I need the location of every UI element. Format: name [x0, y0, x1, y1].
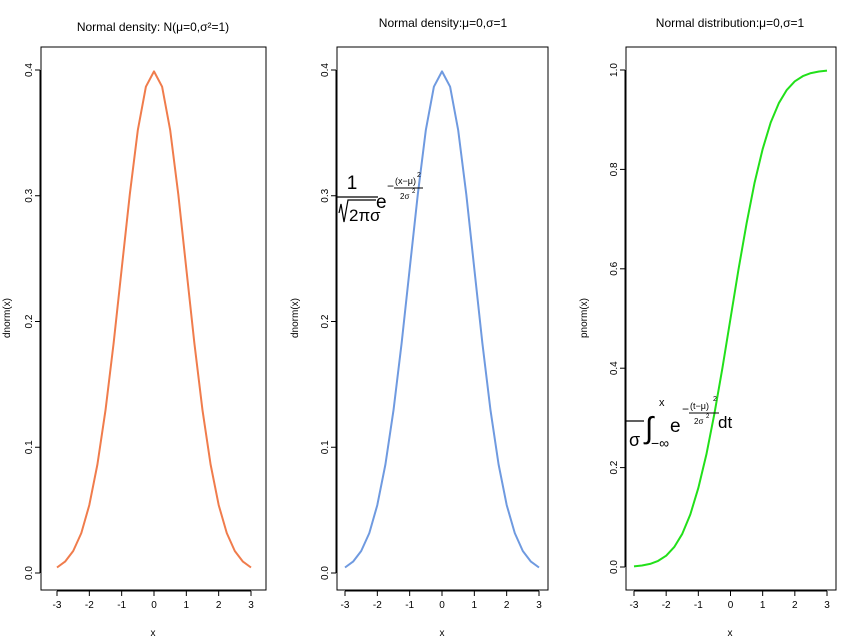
x-tick-label: 1	[472, 600, 478, 611]
density-formula-radical-sign	[338, 199, 376, 223]
y-tick-label: 0.8	[609, 162, 620, 176]
density-formula-numerator: 1	[347, 173, 358, 194]
y-tick-label: 0.0	[609, 560, 620, 574]
y-tick-label: 0.0	[320, 566, 331, 580]
density-formula-exp-sign: −	[387, 179, 394, 193]
x-tick-label: -1	[117, 600, 126, 611]
distribution-formula-denominator: σ	[629, 430, 640, 450]
x-tick-label: -2	[85, 600, 94, 611]
x-tick-label: -1	[694, 600, 703, 611]
distribution-formula-exp-power: 2	[713, 396, 717, 403]
distribution-formula-exp-den-power: 2	[706, 414, 710, 420]
panel-3: Normal distribution:μ=0,σ=1 -3 -2 -1 0 1 2 3 0…	[579, 16, 837, 639]
panel-2-y-axis-label: dnorm(x)	[290, 298, 301, 338]
panel-3-y-axis: 0.0 0.2 0.4 0.6 0.8 1.0	[609, 63, 626, 574]
panel-2-x-axis: -3 -2 -1 0 1 2 3	[341, 590, 542, 611]
distribution-formula-lower-limit: −∞	[651, 435, 669, 451]
x-tick-label: 2	[792, 600, 798, 611]
y-tick-label: 0.6	[609, 261, 620, 275]
x-tick-label: -1	[405, 600, 414, 611]
panel-3-distribution-line	[633, 69, 828, 568]
density-formula-exp-power: 2	[417, 172, 421, 179]
distribution-formula-exp-denominator: 2σ	[694, 417, 703, 426]
distribution-formula-base: e	[670, 416, 681, 437]
density-formula-exp-denominator: 2σ	[400, 192, 409, 201]
y-tick-label: 0.2	[320, 314, 331, 328]
x-tick-label: 3	[536, 600, 542, 611]
panel-1: Normal density: N(μ=0,σ²=1) -3 -2 -1 0 1 2 3 0…	[2, 20, 267, 639]
y-tick-label: 0.0	[24, 566, 35, 580]
panel-2-title: Normal density:μ=0,σ=1	[379, 16, 508, 30]
density-formula-radical: 2πσ	[349, 206, 381, 225]
panel-3-y-axis-label: pnorm(x)	[579, 298, 590, 338]
x-tick-label: 1	[760, 600, 766, 611]
distribution-formula-differential: dt	[718, 413, 732, 432]
distribution-formula-exp-numerator: (t−μ)	[690, 401, 709, 411]
y-tick-label: 0.3	[24, 188, 35, 202]
panel-1-density-line	[56, 70, 252, 569]
x-tick-label: 0	[151, 600, 157, 611]
density-formula-base: e	[376, 192, 387, 213]
panel-2-density-line	[344, 70, 540, 569]
y-tick-label: 0.3	[320, 188, 331, 202]
panel-1-plot-frame	[40, 46, 267, 591]
y-tick-label: 0.4	[609, 361, 620, 375]
panel-1-y-axis: 0.0 0.1 0.2 0.3 0.4	[24, 63, 41, 580]
y-tick-label: 0.2	[24, 314, 35, 328]
x-tick-label: -3	[341, 600, 350, 611]
x-tick-label: 3	[824, 600, 830, 611]
distribution-formula-integral-sign: ∫	[643, 412, 655, 445]
panel-2: Normal density:μ=0,σ=1 -3 -2 -1 0 1 2 3 0.0 0.1…	[290, 16, 549, 639]
x-tick-label: 3	[248, 600, 254, 611]
distribution-formula-exp-sign: −	[682, 402, 689, 416]
x-tick-label: 0	[439, 600, 445, 611]
panel-3-title: Normal distribution:μ=0,σ=1	[656, 16, 805, 30]
density-formula-exp-den-power: 2	[412, 189, 416, 195]
y-tick-label: 0.2	[609, 460, 620, 474]
y-tick-label: 0.1	[24, 440, 35, 454]
panel-2-y-axis: 0.0 0.1 0.2 0.3 0.4	[320, 63, 337, 580]
x-tick-label: 2	[216, 600, 222, 611]
panel-3-x-axis-label: x	[728, 628, 733, 639]
x-tick-label: 2	[504, 600, 510, 611]
density-formula: 1 2πσ e − (x−μ) 2 2σ 2	[337, 172, 423, 225]
x-tick-label: -2	[373, 600, 382, 611]
distribution-formula-upper-limit: x	[659, 397, 665, 409]
x-tick-label: -2	[662, 600, 671, 611]
panel-1-y-axis-label: dnorm(x)	[2, 298, 13, 338]
panel-3-x-axis: -3 -2 -1 0 1 2 3	[630, 590, 830, 611]
x-tick-label: 1	[184, 600, 190, 611]
panel-2-x-axis-label: x	[440, 628, 445, 639]
y-tick-label: 0.4	[24, 63, 35, 77]
density-formula-exp-numerator: (x−μ)	[395, 176, 416, 186]
panel-1-x-axis: -3 -2 -1 0 1 2 3	[53, 590, 254, 611]
y-tick-label: 0.4	[320, 63, 331, 77]
panel-3-plot-frame	[625, 46, 837, 591]
distribution-formula: σ ∫ x −∞ e − (t−μ) 2 2σ 2 dt	[626, 396, 732, 451]
x-tick-label: 0	[728, 600, 734, 611]
y-tick-label: 1.0	[609, 63, 620, 77]
y-tick-label: 0.1	[320, 440, 331, 454]
x-tick-label: -3	[53, 600, 62, 611]
x-tick-label: -3	[630, 600, 639, 611]
panel-1-title: Normal density: N(μ=0,σ²=1)	[77, 20, 229, 34]
panel-2-plot-frame	[336, 46, 549, 591]
panel-1-x-axis-label: x	[151, 628, 156, 639]
